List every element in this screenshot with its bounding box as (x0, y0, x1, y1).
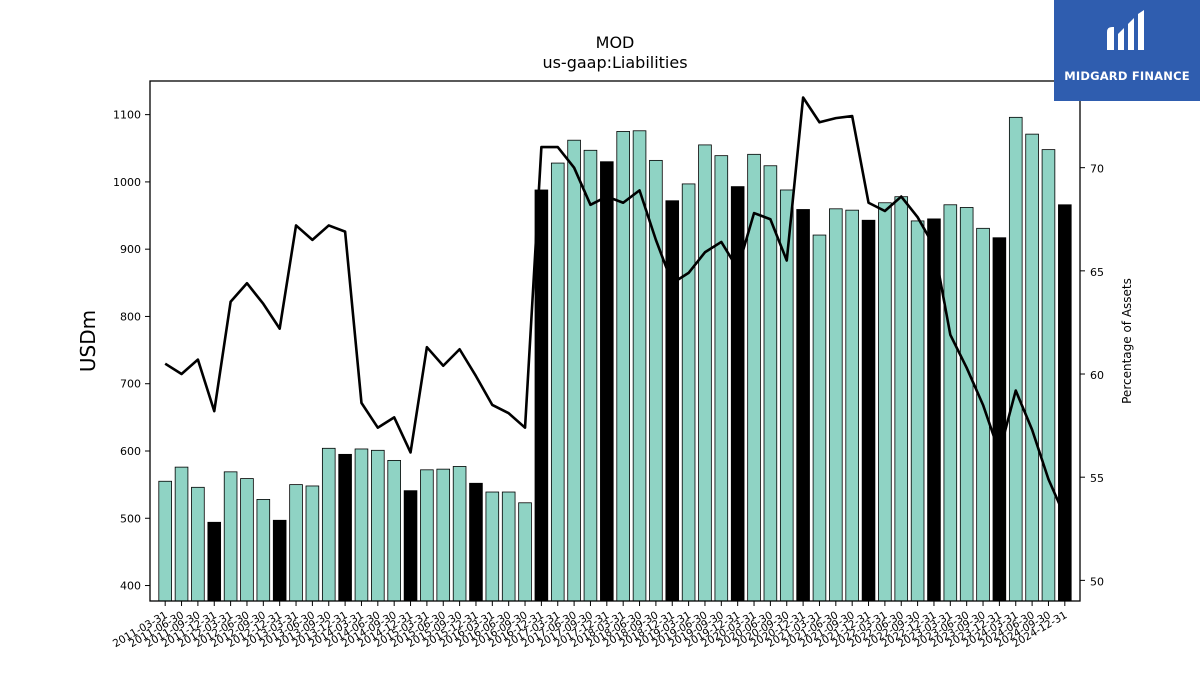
bar (665, 200, 680, 602)
company-logo: MIDGARD FINANCE (1054, 0, 1200, 101)
bar (256, 499, 271, 602)
bar (534, 189, 549, 602)
bar (403, 490, 418, 602)
bar (158, 480, 172, 602)
bar-group (158, 116, 1072, 602)
bar (550, 162, 565, 602)
bar (289, 484, 303, 602)
bar (943, 204, 958, 602)
bar (469, 482, 483, 602)
bar (747, 153, 761, 602)
bar (698, 144, 712, 602)
x-axis: 2011-03-312011-06-302011-09-302011-12-31… (111, 601, 1069, 650)
bar (223, 471, 238, 602)
bar (305, 485, 320, 602)
bar (174, 466, 189, 602)
bar (272, 519, 287, 602)
y-tick-label: 700 (120, 378, 141, 391)
bar (894, 196, 909, 602)
bar (681, 183, 696, 602)
bar (1008, 116, 1023, 602)
line-series (164, 96, 1067, 517)
y-axis-label-right: Percentage of Assets (1120, 278, 1134, 404)
bar (1058, 204, 1072, 602)
line-layer (164, 96, 1067, 517)
bar (796, 209, 810, 602)
bar (371, 449, 385, 602)
bar (452, 466, 467, 602)
bar (436, 468, 451, 602)
bar (812, 234, 827, 602)
bar (420, 469, 434, 602)
bar (600, 161, 614, 602)
bar (861, 219, 876, 602)
bar (845, 209, 859, 602)
bar (387, 459, 401, 602)
bar (1041, 149, 1056, 602)
bar (240, 478, 254, 602)
bar (910, 220, 925, 602)
y-tick-label: 500 (120, 512, 141, 525)
bar (583, 149, 598, 602)
y-axis-left: 400 500 600 700 800 900 1000 1100 (113, 109, 150, 593)
bar (485, 491, 500, 602)
y-tick-label: 800 (120, 310, 141, 323)
bar (518, 502, 532, 602)
y-tick-label: 400 (120, 580, 141, 593)
y-axis-label-left: USDm (76, 310, 100, 372)
chart-subtitle: us-gaap:Liabilities (542, 53, 687, 72)
bar (730, 186, 745, 602)
bar (714, 155, 729, 602)
y-tick-label: 1100 (113, 109, 141, 122)
y2-tick-label: 70 (1090, 163, 1104, 176)
bar (959, 207, 974, 602)
y-tick-label: 1000 (113, 176, 141, 189)
bar (567, 139, 581, 602)
bar (354, 448, 369, 602)
bar (338, 453, 352, 602)
bar (829, 208, 843, 602)
bar (207, 521, 222, 602)
y2-tick-label: 55 (1090, 472, 1104, 485)
y2-tick-label: 60 (1090, 369, 1104, 382)
bar (501, 491, 516, 602)
y2-tick-label: 65 (1090, 266, 1104, 279)
bar (992, 237, 1007, 602)
y-axis-right: 50 55 60 65 70 (1080, 163, 1104, 588)
bar (321, 447, 336, 602)
bar (878, 202, 892, 602)
logo-text: MIDGARD FINANCE (1064, 69, 1190, 83)
logo-mark-icon (1107, 10, 1144, 50)
y-tick-label: 900 (120, 243, 141, 256)
y-tick-label: 600 (120, 445, 141, 458)
bar (191, 486, 205, 602)
chart-title: MOD (596, 33, 635, 52)
y2-tick-label: 50 (1090, 575, 1104, 588)
plot-area-frame (149, 80, 1081, 602)
bar (1025, 133, 1039, 602)
